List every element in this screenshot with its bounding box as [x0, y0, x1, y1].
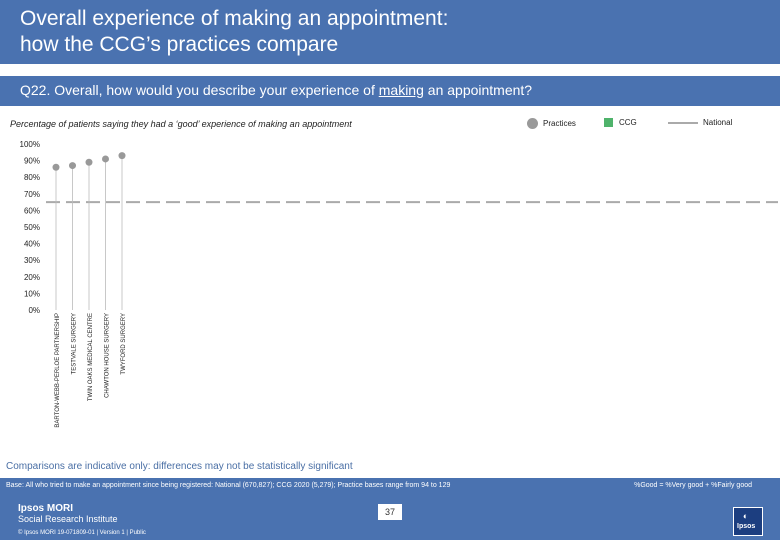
y-tick-label: 80% — [24, 173, 40, 182]
y-tick-label: 20% — [24, 273, 40, 282]
practice-dot-icon — [527, 118, 538, 129]
practice-point — [118, 152, 126, 160]
y-tick-label: 40% — [24, 240, 40, 249]
practice-comparison-chart: 0% 10% 20% 30% 40% 50% 60% 70% 80% 90% 100% BARTON… — [20, 140, 778, 428]
ccg-square-icon — [604, 118, 613, 127]
legend-national: National — [668, 118, 732, 127]
good-definition: %Good = %Very good + %Fairly good — [634, 482, 752, 489]
page-title: Overall experience of making an appointm… — [20, 6, 760, 58]
comparison-note: Comparisons are indicative only: differe… — [6, 461, 353, 472]
x-category-label: TESTVALE SURGERY — [72, 313, 78, 374]
y-tick-label: 90% — [24, 157, 40, 166]
question-underlined: making — [378, 82, 424, 98]
legend-practices: Practices — [527, 118, 576, 129]
header-bar: Overall experience of making an appointm… — [0, 0, 780, 64]
copyright-text: © Ipsos MORI 19-071809-01 | Version 1 | … — [18, 530, 146, 536]
y-tick-label: 10% — [24, 289, 40, 298]
x-category-label: TWYFORD SURGERY — [121, 313, 127, 375]
logo-line-2: Social Research Institute — [18, 514, 118, 524]
chart-subtitle: Percentage of patients saying they had a… — [10, 119, 352, 129]
footer-bar: Base: All who tried to make an appointme… — [0, 478, 780, 540]
x-category-label: BARTON-WEBB-PERLOE PARTNERSHIP — [55, 313, 61, 428]
ipsos-mori-logo: Ipsos MORI Social Research Institute — [18, 503, 118, 525]
question-text: Q22. Overall, how would you describe you… — [20, 82, 532, 98]
title-line-1: Overall experience of making an appointm… — [20, 7, 449, 30]
page-number: 37 — [378, 504, 402, 520]
question-prefix: Q22. Overall, how would you describe you… — [20, 82, 379, 98]
x-category-label: TWIN OAKS MEDICAL CENTRE — [88, 313, 94, 401]
legend-national-label: National — [703, 118, 733, 127]
legend-ccg-label: CCG — [619, 118, 637, 127]
y-tick-label: 60% — [24, 206, 40, 215]
y-tick-label: 30% — [24, 256, 40, 265]
question-bar: Q22. Overall, how would you describe you… — [0, 76, 780, 106]
ipsos-logo-icon: ◐ Ipsos — [733, 507, 763, 536]
y-tick-label: 0% — [28, 306, 40, 315]
base-note: Base: All who tried to make an appointme… — [6, 482, 451, 489]
y-tick-label: 50% — [24, 223, 40, 232]
ipsos-mark-icon: ◐ — [743, 511, 749, 521]
y-tick-label: 70% — [24, 190, 40, 199]
practice-point — [85, 158, 93, 166]
national-line-icon — [668, 121, 698, 124]
practice-point — [52, 163, 60, 171]
y-tick-label: 100% — [20, 140, 40, 149]
legend-practices-label: Practices — [543, 119, 576, 128]
practice-point — [102, 155, 109, 163]
ipsos-wordmark: Ipsos — [737, 523, 756, 530]
question-suffix: an appointment? — [423, 82, 533, 98]
logo-line-1: Ipsos MORI — [18, 503, 74, 514]
practice-point — [69, 162, 76, 170]
x-category-label: CHAWTON HOUSE SURGERY — [105, 313, 111, 398]
legend-ccg: CCG — [604, 118, 637, 127]
title-line-2: how the CCG’s practices compare — [20, 33, 339, 56]
